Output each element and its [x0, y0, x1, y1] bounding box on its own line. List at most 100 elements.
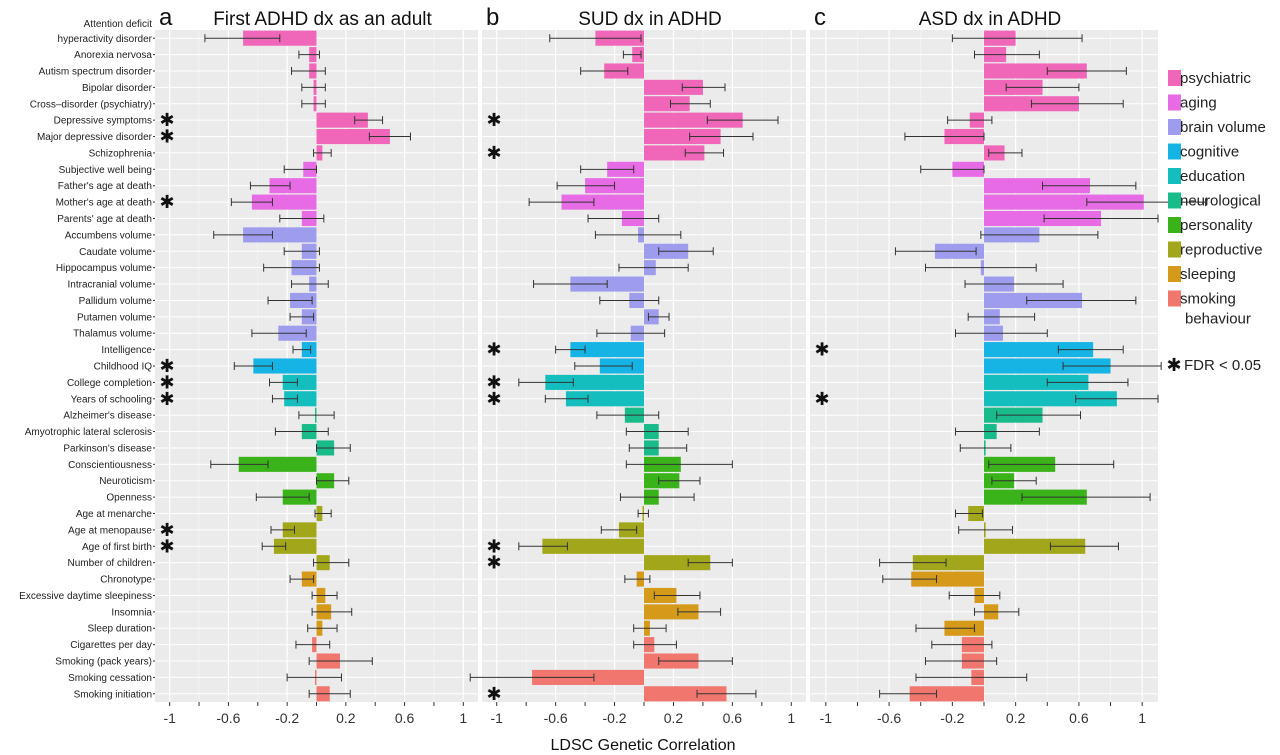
panel-title: SUD dx in ADHD: [578, 9, 722, 30]
trait-labels: Attention deficit hyperactivity disorder A…: [19, 19, 156, 700]
error-bar: [555, 345, 586, 354]
error-bar: [931, 640, 993, 649]
trait-label: Cigarettes per day: [70, 640, 152, 651]
trait-label: College completion: [67, 378, 152, 389]
error-bar: [251, 329, 307, 338]
error-bar: [289, 575, 315, 584]
error-bar: [882, 575, 938, 584]
error-bar: [594, 230, 682, 239]
x-tick-label: -0.6: [877, 710, 901, 726]
panel-letter: a: [159, 4, 173, 31]
legend-label: cognitive: [1180, 144, 1239, 161]
bar: [644, 128, 721, 145]
error-bar: [980, 230, 1099, 239]
fdr-label: FDR < 0.05: [1184, 357, 1261, 374]
error-bar: [924, 657, 998, 666]
error-bar: [354, 116, 384, 125]
legend-swatch: [1168, 168, 1181, 184]
error-bar: [1046, 66, 1127, 75]
x-tick-label: 0.2: [336, 710, 356, 726]
bar: [316, 128, 390, 145]
error-bar: [600, 525, 638, 534]
bar: [984, 210, 1102, 227]
error-bar: [286, 673, 342, 682]
trait-label: Chronotype: [100, 575, 152, 586]
bar: [911, 571, 984, 587]
trait-label: Parkinson's disease: [63, 443, 152, 454]
bar: [984, 538, 1086, 554]
error-bar: [967, 312, 1036, 321]
x-tick-label: 1: [1138, 710, 1146, 726]
error-bar: [624, 575, 651, 584]
significance-star: ✱: [486, 389, 501, 410]
error-bar: [596, 329, 666, 338]
error-bar: [684, 148, 725, 157]
significance-star: ✱: [486, 340, 501, 361]
legend-label: brain volume: [1180, 119, 1266, 136]
bar: [909, 686, 984, 702]
error-bar: [974, 50, 1040, 59]
error-bar: [316, 443, 351, 452]
bar: [561, 194, 644, 210]
error-bar: [622, 50, 642, 59]
error-bar: [633, 624, 667, 633]
trait-label: Years of schooling: [71, 394, 152, 405]
error-bar: [1075, 394, 1159, 403]
significance-star: ✱: [486, 536, 501, 557]
significance-star: ✱: [159, 110, 174, 131]
x-tick-label: 1: [787, 710, 795, 726]
error-bar: [255, 493, 310, 502]
trait-label: Age of first birth: [82, 542, 152, 553]
error-bar: [920, 165, 985, 174]
significance-star: ✱: [814, 340, 829, 361]
fdr-star-icon: ✱: [1166, 355, 1181, 376]
trait-label: Putamen volume: [77, 312, 152, 323]
trait-label: Conscientiousness: [68, 460, 152, 471]
panel-letter: b: [486, 4, 499, 31]
legend-label: personality: [1180, 217, 1253, 234]
error-bar: [677, 607, 722, 616]
significance-star: ✱: [159, 356, 174, 377]
legend-swatch: [1168, 94, 1181, 111]
legend-swatch: [1168, 192, 1181, 209]
trait-label: Hippocampus volume: [56, 263, 153, 274]
bar: [984, 374, 1089, 390]
bar: [238, 456, 317, 472]
error-bar: [955, 509, 983, 518]
panel-c: -1 -0.6 -0.2 0.2 0.6 1 ✱ ✱ c ASD dx in ADHD: [810, 4, 1206, 726]
error-bar: [996, 411, 1081, 420]
legend-entry: smoking behaviour: [1168, 290, 1251, 328]
error-bar: [1046, 378, 1129, 387]
error-bar: [316, 476, 350, 485]
trait-label: Attention deficit hyperactivity disorder: [58, 19, 153, 45]
error-bar: [469, 673, 595, 682]
error-bar: [951, 34, 1083, 43]
error-bar: [689, 132, 754, 141]
bar: [644, 145, 705, 161]
error-bar: [596, 411, 660, 420]
legend-label: psychiatric: [1180, 70, 1251, 87]
error-bar: [1021, 493, 1151, 502]
error-bar: [544, 394, 589, 403]
legend-entry: cognitive: [1168, 143, 1239, 161]
trait-label: Excessive daytime sleepiness: [19, 591, 152, 602]
error-bar: [706, 116, 779, 125]
bar: [644, 604, 699, 620]
x-tick-label: -0.2: [940, 710, 964, 726]
error-bar: [230, 198, 273, 207]
error-bar: [263, 263, 320, 272]
x-tick-label: -1: [491, 710, 504, 726]
trait-label: Insomnia: [111, 607, 152, 618]
legend-fdr-entry: ✱ FDR < 0.05: [1166, 355, 1261, 376]
error-bar: [283, 247, 320, 256]
error-bar: [269, 378, 298, 387]
trait-label: Age at menopause: [68, 525, 152, 536]
trait-label: Childhood IQ: [94, 362, 153, 373]
error-bar: [291, 66, 326, 75]
error-bar: [518, 542, 568, 551]
legend-label: neurological: [1180, 193, 1261, 210]
error-bar: [556, 181, 616, 190]
trait-label: Major depressive disorder: [37, 132, 153, 143]
x-tick-label: -0.6: [544, 710, 568, 726]
